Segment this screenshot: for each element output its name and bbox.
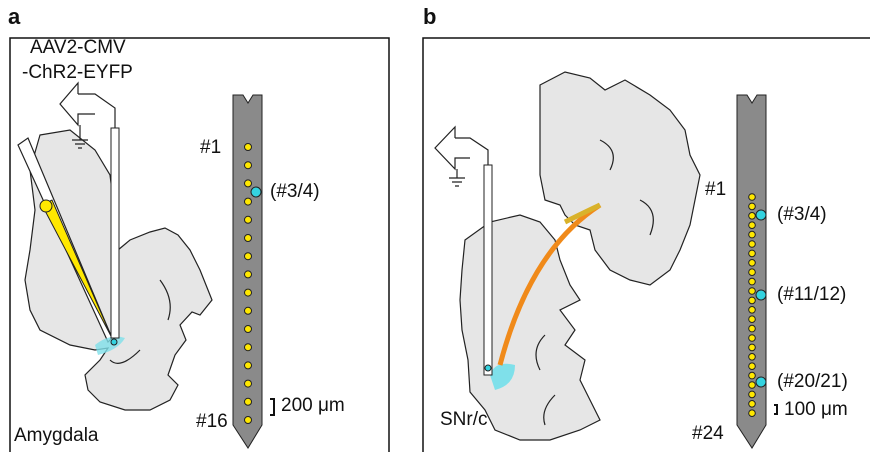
recording-site [749,372,756,379]
probe-site [111,339,117,345]
recording-site [245,289,252,296]
probe-shaft [111,128,119,338]
recording-site [245,216,252,223]
recording-site [749,391,756,398]
recording-site [245,380,252,387]
recording-site [749,344,756,351]
virus-bulb [40,200,52,212]
recording-site [749,241,756,248]
site-label: #1 [705,179,726,200]
figure: a b AAV2-CMV -ChR2-EYFP Amygdala #1 (#3/… [0,0,870,452]
panel-label: b [423,4,436,29]
panel-label: a [8,4,21,29]
scale-bar [774,405,777,414]
recording-site [245,362,252,369]
recording-site [749,288,756,295]
ground-symbol [435,127,488,186]
recording-site [749,260,756,267]
region-label: SNr/c [440,409,488,430]
recording-site [245,326,252,333]
site-label: (#11/12) [777,284,846,305]
probe-site [485,365,491,371]
recording-site [245,344,252,351]
recording-site [749,363,756,370]
recording-site [749,213,756,220]
highlight-site [251,187,261,197]
virus-name: -ChR2-EYFP [22,62,133,83]
scale-label: 100 μm [784,399,848,420]
recording-site [245,307,252,314]
recording-site [749,222,756,229]
highlight-site [756,210,766,220]
recording-site [245,398,252,405]
recording-site [749,335,756,342]
recording-site [749,278,756,285]
site-label: (#20/21) [777,371,848,392]
site-label: (#3/4) [270,181,320,202]
recording-site [245,235,252,242]
recording-site [245,198,252,205]
site-label: #24 [692,423,724,444]
recording-site [749,325,756,332]
recording-site [749,316,756,323]
brain-section [460,215,600,440]
recording-site [245,417,252,424]
recording-site [245,162,252,169]
probe-shaft [484,165,492,375]
site-label: #16 [196,411,228,432]
recording-site [749,307,756,314]
recording-site [245,253,252,260]
recording-site [749,269,756,276]
virus-name: AAV2-CMV [30,37,126,58]
scale-bar [270,399,274,415]
site-label: (#3/4) [777,204,827,225]
region-label: Amygdala [14,425,99,446]
scale-label: 200 μm [281,395,345,416]
recording-site [749,250,756,257]
highlight-site [756,377,766,387]
recording-site [749,194,756,201]
recording-site [749,203,756,210]
recording-site [749,410,756,417]
recording-site [245,180,252,187]
recording-site [749,354,756,361]
brain-section [540,72,700,285]
highlight-site [756,290,766,300]
site-label: #1 [200,137,221,158]
recording-site [749,401,756,408]
recording-site [245,144,252,151]
recording-site [749,297,756,304]
recording-site [749,231,756,238]
recording-site [245,271,252,278]
recording-site [749,382,756,389]
